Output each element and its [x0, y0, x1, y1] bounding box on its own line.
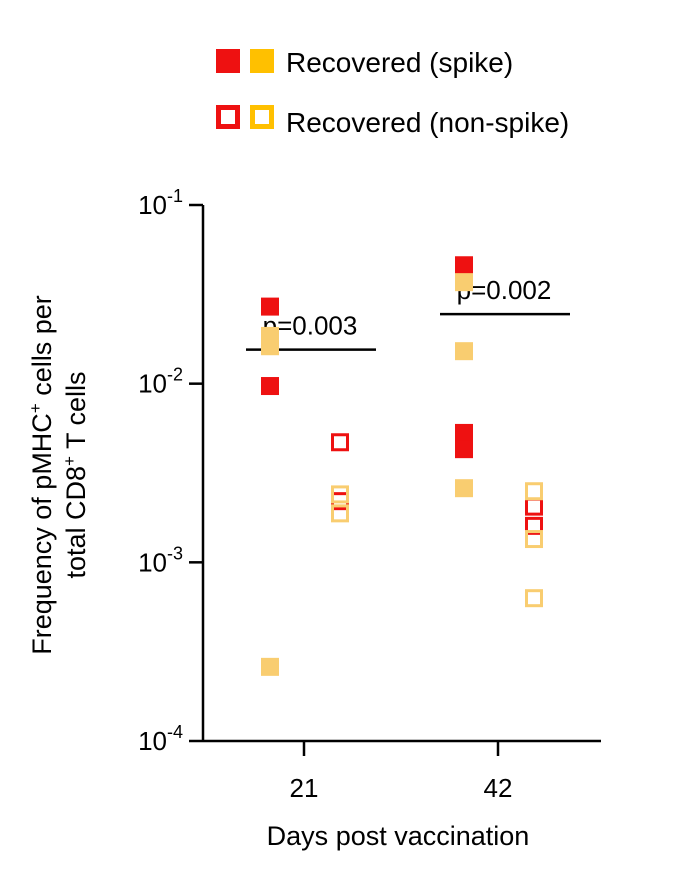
y-tick-label: 10-1 [138, 186, 183, 220]
data-point-spike [455, 423, 473, 442]
svg-text:total CD8+ T cells: total CD8+ T cells [60, 371, 91, 578]
legend-spike-label: Recovered (spike) [286, 47, 513, 78]
data-point-nonspike [525, 516, 543, 535]
y-axis-title-line1-a: Frequency of pMHC [27, 413, 57, 655]
y-tick-label: 10-4 [138, 722, 183, 756]
data-point-spike [261, 297, 279, 316]
data-point-nonspike [525, 482, 543, 501]
y-axis-title-line1-b: cells per [27, 295, 57, 403]
y-axis-title-line1-sup: + [26, 403, 45, 413]
data-point-spike [261, 657, 279, 676]
data-point-nonspike [525, 530, 543, 549]
data-point-nonspike [525, 589, 543, 608]
data-point-spike [455, 440, 473, 459]
legend-spike-red-swatch [216, 49, 240, 73]
x-axis-ticks: 21 42 [290, 741, 513, 803]
data-point-spike [261, 337, 279, 356]
svg-text:Frequency of pMHC+ cells per: Frequency of pMHC+ cells per [26, 295, 57, 655]
data-points [261, 256, 543, 676]
data-point-spike [455, 256, 473, 275]
y-axis-ticks: 10-1 10-2 10-3 10-4 [138, 186, 203, 756]
x-tick-label: 21 [290, 773, 319, 803]
data-point-nonspike [331, 485, 349, 504]
data-point-nonspike [525, 497, 543, 516]
data-point-nonspike [331, 433, 349, 452]
y-axis-title-line2-b: T cells [61, 371, 91, 456]
legend-nonspike-orange-swatch [250, 105, 274, 129]
data-point-spike [455, 342, 473, 361]
data-point-spike [455, 479, 473, 498]
y-axis-title-line2-a: total CD8 [61, 466, 91, 579]
y-axis-title-line2-sup: + [60, 456, 79, 466]
data-point-nonspike [331, 504, 349, 523]
y-tick-label: 10-2 [138, 365, 183, 399]
x-axis-title: Days post vaccination [267, 821, 530, 851]
y-tick-label: 10-3 [138, 543, 183, 577]
legend-spike-orange-swatch [250, 49, 274, 73]
data-point-spike [455, 273, 473, 292]
legend: Recovered (spike) Recovered (non-spike) [216, 47, 569, 138]
legend-nonspike-red-swatch [216, 105, 240, 129]
legend-nonspike-label: Recovered (non-spike) [286, 107, 569, 138]
x-tick-label: 42 [484, 773, 513, 803]
y-axis-title: Frequency of pMHC+ cells per total CD8+ … [26, 295, 91, 655]
data-point-spike [261, 377, 279, 396]
